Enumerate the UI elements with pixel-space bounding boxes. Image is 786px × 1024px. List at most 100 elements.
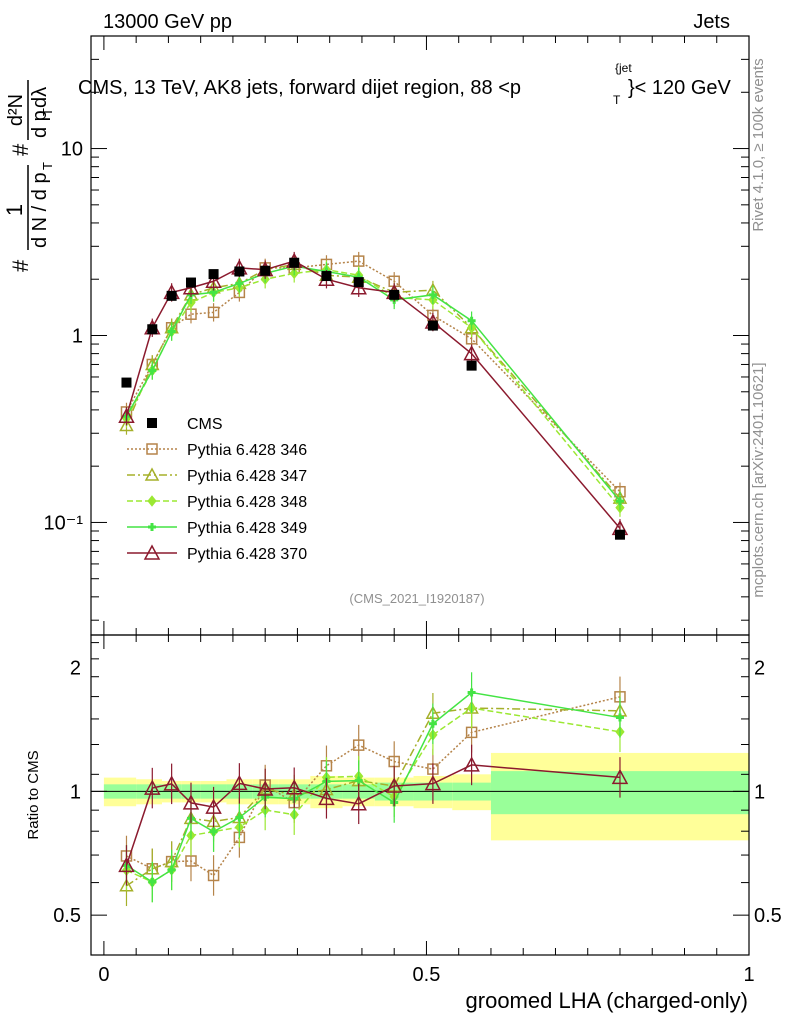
y-label-frac-one-den: d N / d p — [29, 172, 51, 248]
legend-label-1: Pythia 6.428 346 — [187, 442, 307, 459]
series-3-ratio-line — [126, 707, 621, 883]
x-axis-label: groomed LHA (charged-only) — [466, 988, 748, 1013]
series-4-ratio-point — [235, 813, 244, 822]
cms-data-point — [466, 360, 477, 371]
series-4-ratio-point — [354, 776, 363, 785]
series-4-line — [125, 265, 621, 502]
cms-data-point — [166, 290, 177, 301]
y-label-frac-one-den-sub: T — [40, 162, 55, 170]
series-2-ratio-point — [119, 878, 134, 892]
plot-title-main: CMS, 13 TeV, AK8 jets, forward dijet reg… — [78, 77, 521, 99]
ratio-y-axis-label: Ratio to CMS — [25, 750, 42, 839]
series-5-ratio-point — [285, 779, 303, 795]
ratio-plot-area — [118, 672, 629, 907]
legend-marker-3 — [147, 495, 157, 507]
legend: CMS Pythia 6.428 346 Pythia 6.428 347 Pythi… — [127, 416, 307, 563]
series-4-ratio-point — [209, 827, 218, 836]
cms-data-point — [260, 265, 271, 276]
legend-label-5: Pythia 6.428 370 — [187, 546, 307, 563]
series-4-point — [235, 279, 244, 288]
series-2-line — [125, 263, 621, 499]
x-tick-label: 0.5 — [413, 964, 441, 986]
series-4-ratio-point — [615, 713, 624, 722]
y-label-frac-two-den-sub: T — [40, 108, 55, 116]
ratio-plot-frame — [90, 634, 750, 956]
series-4-ratio-point — [428, 719, 437, 728]
ratio-y-tick-label-left: 1 — [70, 781, 81, 803]
series-1-ratio-point — [352, 739, 365, 751]
plot-title-end: }< 120 GeV — [628, 77, 732, 99]
y-label-frac-two-den-end: dλ — [29, 87, 51, 108]
series-5-point — [205, 272, 222, 289]
series-1-point — [207, 306, 220, 319]
plot-title: CMS, 13 TeV, AK8 jets, forward dijet reg… — [78, 61, 732, 107]
legend-label-4: Pythia 6.428 349 — [187, 520, 307, 537]
ratio-y-tick-label-right: 1 — [754, 781, 765, 803]
ratio-y-tick-label-right: 0.5 — [754, 905, 782, 927]
series-5-point — [118, 407, 135, 423]
ratio-y-tick-label-right: 2 — [754, 658, 765, 680]
series-4-point — [428, 290, 437, 299]
legend-label-2: Pythia 6.428 347 — [187, 468, 307, 485]
series-5-ratio-point — [231, 774, 248, 791]
series-4-point — [148, 366, 157, 375]
analysis-tag: (CMS_2021_I1920187) — [349, 591, 484, 606]
ratio-uncertainty-bands — [91, 752, 749, 841]
cms-data-point — [427, 320, 438, 331]
y-label-frac-two-den: d p — [29, 110, 51, 138]
series-5-ratio-point — [318, 789, 335, 806]
main-plot-area — [118, 251, 629, 540]
data-series-cms — [121, 257, 625, 540]
series-4-ratio-line — [126, 691, 621, 883]
y-label-hash-a: # — [8, 259, 33, 272]
main-y-tick-label: 1 — [72, 326, 83, 348]
series-4-ratio-point — [148, 878, 157, 887]
x-tick-label: 1 — [743, 964, 754, 986]
series-5-ratio-line — [125, 764, 621, 866]
legend-cms-label: CMS — [187, 416, 223, 433]
series-5-ratio-point — [611, 768, 629, 785]
series-5-ratio-point — [424, 775, 442, 791]
cms-data-point — [185, 277, 196, 288]
series-5-ratio-point — [182, 794, 200, 810]
main-y-tick-label: 10 — [61, 139, 83, 161]
cms-data-point — [208, 269, 219, 280]
series-4-point — [615, 497, 624, 506]
cms-data-point — [389, 289, 400, 300]
series-5-ratio-point — [118, 856, 135, 873]
series-5-ratio-point — [463, 756, 480, 772]
rivet-version-label: Rivet 4.1.0, ≥ 100k events — [750, 58, 767, 231]
series-5-point — [350, 279, 367, 295]
y-label-frac-two-num: d²N — [5, 94, 27, 126]
series-5-ratio-point — [385, 777, 403, 793]
ratio-y-tick-label-left: 2 — [70, 658, 81, 680]
cms-data-point — [614, 529, 625, 540]
category-label: Jets — [693, 11, 730, 33]
series-5-ratio — [118, 744, 629, 886]
y-label-frac-one-num: 1 — [2, 204, 27, 216]
series-2-ratio-line — [126, 707, 620, 887]
main-y-axis-label: # 1 d N / d p T # d²N d p T dλ — [2, 80, 55, 272]
plot-title-sup: {jet — [615, 61, 632, 75]
series-5-point — [463, 345, 480, 361]
mcplots-source-label: mcplots.cern.ch [arXiv:2401.10621] — [750, 362, 767, 597]
series-5-ratio-point — [350, 795, 367, 811]
legend-marker-1 — [146, 443, 158, 455]
series-1-ratio-point — [185, 855, 197, 867]
legend-marker-5 — [143, 544, 161, 560]
series-4-ratio-point — [467, 688, 476, 697]
legend-cms-marker — [147, 418, 157, 428]
cms-data-point — [121, 377, 132, 388]
cms-data-point — [321, 271, 332, 282]
series-4-point — [467, 316, 476, 325]
cms-data-point — [289, 257, 300, 268]
series-4-point — [167, 327, 176, 336]
cms-data-point — [147, 324, 158, 335]
series-4-ratio-point — [167, 865, 176, 874]
series-5-ratio-point — [144, 779, 161, 795]
y-label-hash-b: # — [8, 143, 33, 156]
x-tick-label: 0 — [98, 964, 109, 986]
legend-marker-4 — [148, 523, 156, 531]
cms-data-point — [353, 277, 364, 288]
